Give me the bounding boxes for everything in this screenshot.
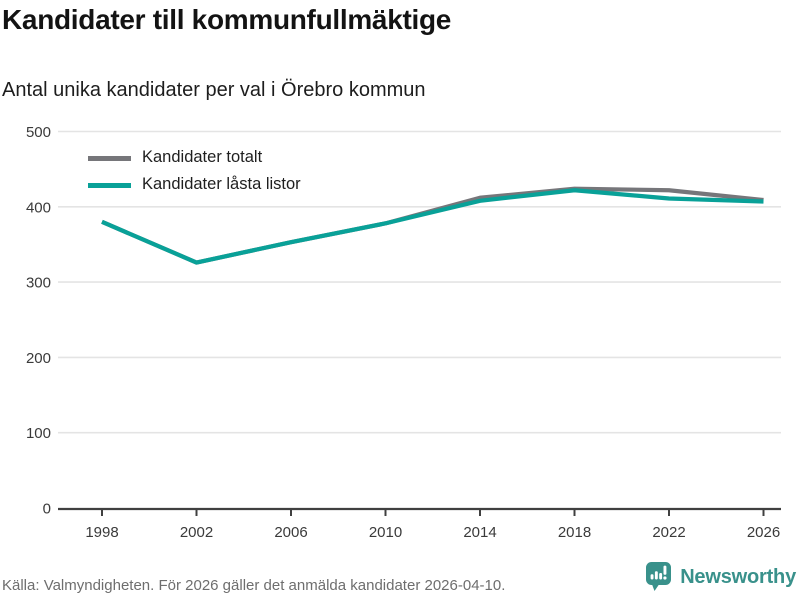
source-note: Källa: Valmyndigheten. För 2026 gäller d… [2, 577, 506, 594]
x-tick-label-2010: 2010 [369, 524, 402, 541]
legend-label-totalt: Kandidater totalt [142, 148, 263, 167]
legend-swatch-lasta-listor [88, 183, 131, 188]
legend: Kandidater totalt Kandidater låsta listo… [88, 145, 301, 199]
x-tick-label-2006: 2006 [274, 524, 307, 541]
y-tick-label-400: 400 [26, 199, 51, 216]
x-tick-label-1998: 1998 [85, 524, 118, 541]
x-tick-label-2026: 2026 [747, 524, 780, 541]
chart-title: Kandidater till kommunfullmäktige [2, 4, 452, 35]
y-tick-label-300: 300 [26, 275, 51, 292]
x-tick-label-2002: 2002 [180, 524, 213, 541]
y-tick-label-100: 100 [26, 425, 51, 442]
newsworthy-logo-icon [646, 562, 672, 591]
chart-subtitle: Antal unika kandidater per val i Örebro … [2, 79, 426, 101]
x-tick-label-2014: 2014 [463, 524, 496, 541]
brand-name: Newsworthy [680, 565, 796, 588]
legend-item-totalt: Kandidater totalt [88, 145, 301, 172]
y-tick-label-500: 500 [26, 124, 51, 141]
legend-item-lasta-listor: Kandidater låsta listor [88, 172, 301, 199]
line-series-1 [101, 188, 764, 265]
newsworthy-brand-link[interactable]: Newsworthy [645, 561, 796, 593]
x-tick-label-2022: 2022 [652, 524, 685, 541]
legend-swatch-totalt [88, 156, 131, 161]
y-tick-label-0: 0 [43, 501, 51, 518]
legend-label-lasta-listor: Kandidater låsta listor [142, 175, 301, 194]
x-tick-label-2018: 2018 [558, 524, 591, 541]
y-tick-label-200: 200 [26, 350, 51, 367]
